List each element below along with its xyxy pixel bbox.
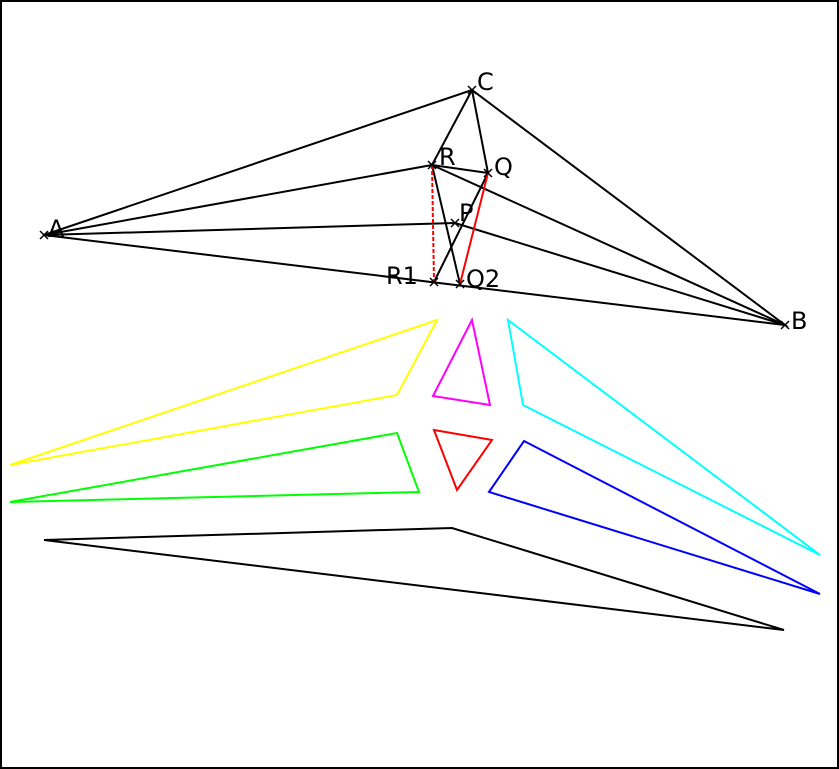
piece-cyan — [506, 317, 821, 556]
piece-blue — [487, 439, 821, 595]
line-c-r — [431, 89, 473, 166]
label-q: Q — [494, 153, 513, 181]
line-a-p — [43, 222, 456, 236]
line-r-q2 — [431, 164, 461, 285]
label-r: R — [439, 143, 456, 171]
piece-black — [43, 526, 785, 631]
triangle-abc — [43, 88, 789, 327]
label-p: P — [459, 199, 473, 227]
label-q2: Q2 — [466, 265, 500, 293]
red-segment-r-r1 — [431, 164, 435, 283]
point-p-marker — [450, 218, 460, 228]
line-b-r — [431, 164, 786, 326]
line-a-r — [43, 164, 433, 236]
label-b: B — [791, 307, 807, 335]
label-c: C — [477, 68, 494, 96]
piece-green — [9, 431, 421, 503]
point-a-marker — [39, 230, 49, 240]
point-c-marker — [467, 85, 477, 95]
piece-red — [432, 428, 494, 493]
label-a: A — [48, 215, 65, 243]
point-q-marker — [483, 168, 493, 178]
point-r-marker — [427, 160, 437, 170]
point-r1-marker — [429, 277, 439, 287]
red-segment-q-q2 — [459, 172, 489, 285]
piece-magenta — [431, 317, 492, 407]
label-r1: R1 — [386, 262, 418, 290]
piece-yellow — [9, 318, 440, 466]
line-r-q — [431, 164, 489, 174]
line-q-r1 — [433, 172, 489, 283]
point-q2-marker — [455, 279, 465, 289]
line-c-q — [471, 89, 489, 174]
line-b-p — [454, 222, 786, 326]
point-b-marker — [780, 320, 790, 330]
